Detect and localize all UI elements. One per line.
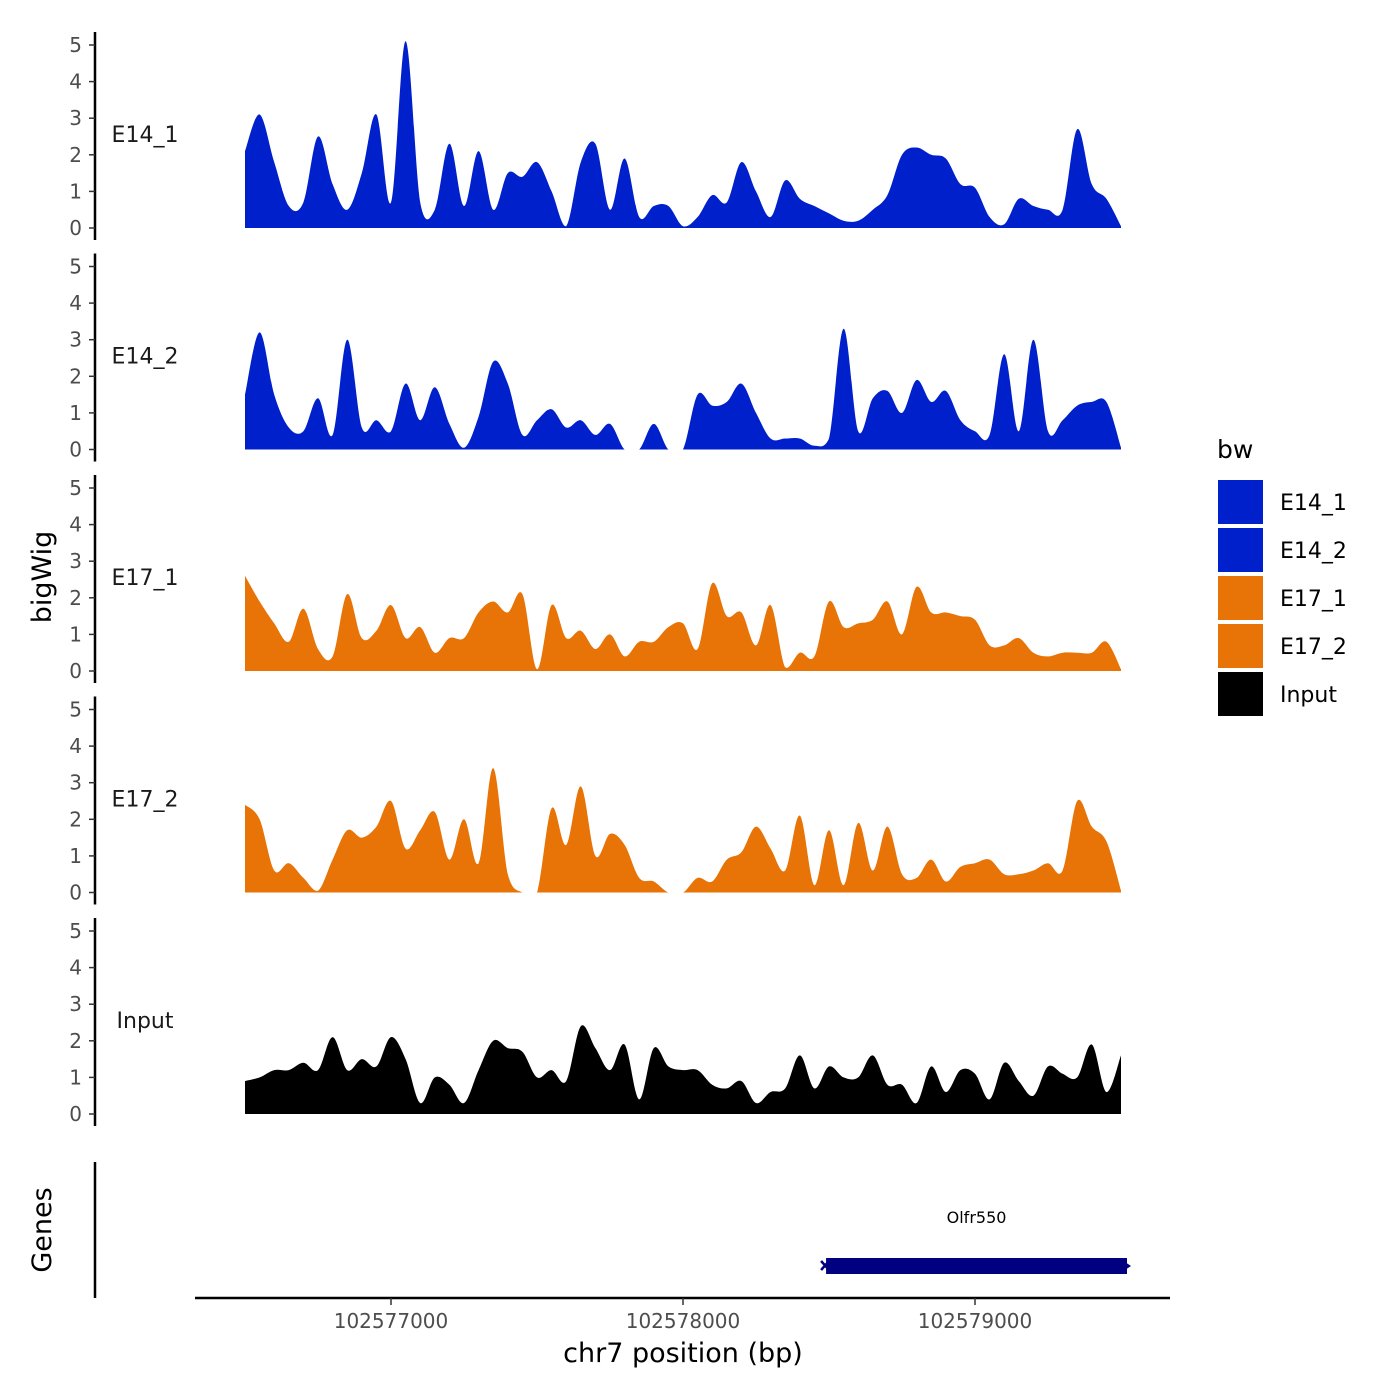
signal-area-e14-2 [245,328,1121,450]
y-tick-label: 5 [69,255,82,279]
y-tick-label: 5 [69,33,82,57]
x-axis: 102577000 102578000 102579000 chr7 positio… [195,1296,1170,1369]
legend-label: E14_2 [1280,539,1347,564]
y-tick-label: 3 [69,328,82,352]
legend-label: Input [1280,683,1337,708]
y-tick-label: 4 [69,956,82,980]
y-tick-label: 1 [69,844,82,868]
gene-start-marker [820,1260,831,1271]
gene-features: Olfr550 [820,1208,1131,1274]
y-tick-label: 2 [69,1029,82,1053]
y-tick-label: 0 [69,438,82,462]
legend-swatch [1218,528,1263,572]
y-tick-label: 1 [69,622,82,646]
x-axis-title: chr7 position (bp) [563,1338,803,1369]
signal-area-e17-2 [245,768,1121,893]
legend-swatch [1218,480,1263,524]
track-label: E17_2 [112,788,179,813]
x-axis-ticks: 102577000 102578000 102579000 [334,1298,1033,1333]
track-label: Input [117,1009,174,1034]
x-tick-label: 102578000 [626,1309,741,1333]
x-tick-label: 102577000 [334,1309,449,1333]
track-e17-1: 0 1 2 3 4 5 E17_1 [69,475,1121,683]
y-tick-label: 2 [69,807,82,831]
y-tick-label: 1 [69,401,82,425]
track-e17-2: 0 1 2 3 4 5 E17_2 [69,696,1121,905]
y-tick-label: 2 [69,586,82,610]
legend: bw E14_1 E14_2 E17_1 E17_2 Input [1217,435,1347,716]
y-tick-label: 0 [69,1102,82,1126]
legend-items: E14_1 E14_2 E17_1 E17_2 Input [1218,480,1347,716]
y-tick-label: 4 [69,734,82,758]
y-tick-label: 3 [69,992,82,1016]
y-tick-label: 0 [69,659,82,683]
track-e14-2: 0 1 2 3 4 5 E14_2 [69,253,1121,462]
y-tick-label: 4 [69,513,82,537]
legend-swatch [1218,624,1263,668]
gene-body [826,1258,1127,1274]
track-input: 0 1 2 3 4 5 Input [69,918,1121,1126]
y-tick-label: 4 [69,70,82,94]
legend-label: E17_1 [1280,587,1347,612]
legend-item-e17-2: E17_2 [1218,624,1347,668]
genes-panel: Genes Olfr550 [27,1162,1131,1298]
signal-area-input [245,1025,1121,1114]
y-tick-label: 2 [69,364,82,388]
legend-item-e14-2: E14_2 [1218,528,1347,572]
legend-swatch [1218,672,1263,716]
track-label: E14_1 [112,123,179,148]
y-tick-label: 3 [69,771,82,795]
y-tick-label: 2 [69,143,82,167]
y-axis-title: bigWig [27,531,58,624]
legend-item-e17-1: E17_1 [1218,576,1347,620]
legend-swatch [1218,576,1263,620]
y-tick-label: 4 [69,291,82,315]
track-label: E14_2 [112,345,179,370]
track-label: E17_1 [112,566,179,591]
y-tick-label: 5 [69,698,82,722]
signal-area-e14-1 [245,41,1121,228]
y-tick-label: 0 [69,216,82,240]
y-tick-label: 3 [69,549,82,573]
legend-title: bw [1217,435,1253,464]
legend-item-input: Input [1218,672,1337,716]
gene-olfr550: Olfr550 [820,1208,1131,1274]
signal-area-e17-1 [245,575,1121,671]
legend-item-e14-1: E14_1 [1218,480,1347,524]
track-e14-1: 0 1 2 3 4 5 E14_1 [69,32,1121,240]
y-tick-label: 5 [69,476,82,500]
y-tick-label: 3 [69,106,82,130]
genes-axis-title: Genes [27,1187,58,1272]
legend-label: E14_1 [1280,491,1347,516]
y-tick-label: 1 [69,179,82,203]
x-tick-label: 102579000 [918,1309,1033,1333]
y-tick-label: 0 [69,881,82,905]
y-tick-label: 1 [69,1065,82,1089]
y-tick-label: 5 [69,919,82,943]
bigwig-tracks: 0 1 2 3 4 5 E14_1 0 1 2 3 4 5 E14_2 0 1 2 3 4 5 E17_1 0 1 2 3 4 5 E… [69,32,1121,1126]
gene-end-marker [1125,1262,1131,1270]
legend-label: E17_2 [1280,635,1347,660]
gene-label: Olfr550 [947,1208,1007,1227]
